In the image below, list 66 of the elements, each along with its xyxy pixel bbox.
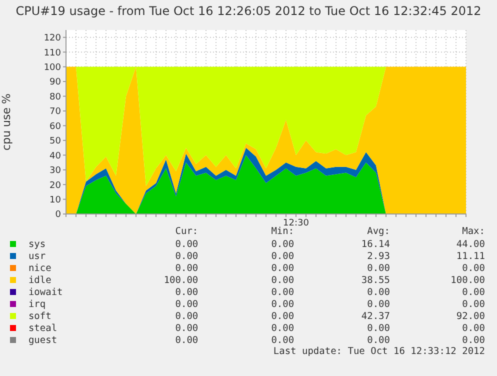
y-tick-label: 80 xyxy=(50,92,62,102)
y-tick-label: 50 xyxy=(50,136,62,147)
text: 0.00 xyxy=(270,334,294,346)
text: 0.00 xyxy=(270,250,294,262)
text: 0.00 xyxy=(366,286,390,298)
text: 0.00 xyxy=(366,262,390,274)
text: Max: xyxy=(461,226,485,238)
y-tick-label: 110 xyxy=(44,48,62,58)
text: 0.00 xyxy=(174,262,198,274)
y-tick-label: 30 xyxy=(50,166,62,176)
text: 16.14 xyxy=(360,238,390,250)
legend-label: nice xyxy=(28,262,52,274)
text: Last update: Tue Oct 16 12:33:12 2012 xyxy=(272,346,485,358)
text: 0.00 xyxy=(461,334,485,346)
text: 0.00 xyxy=(174,322,198,334)
text: 0.00 xyxy=(174,238,198,250)
legend-label: sys xyxy=(28,238,47,250)
chart-title: CPU#19 usage - from Tue Oct 16 12:26:05 2012 to Tue Oct 16 12:32:45 2012 xyxy=(14,4,482,18)
text: 0.00 xyxy=(366,334,390,346)
text: 0.00 xyxy=(461,286,485,298)
text: 0.00 xyxy=(461,322,485,334)
text: 11.11 xyxy=(455,250,485,262)
text: 0.00 xyxy=(174,250,198,262)
legend-label: usr xyxy=(28,250,47,262)
text: 38.55 xyxy=(360,274,390,286)
y-axis-title: cpu use % xyxy=(0,94,13,150)
text: 100.00 xyxy=(162,274,198,286)
text: Min: xyxy=(270,226,294,238)
text: Cur: xyxy=(174,226,198,238)
text: 0.00 xyxy=(270,286,294,298)
text: 0.00 xyxy=(461,298,485,310)
y-tick-label: 60 xyxy=(50,122,62,132)
legend-label: idle xyxy=(28,274,52,286)
y-tick-label: 40 xyxy=(50,151,62,162)
y-tick-label: 120 xyxy=(44,34,62,44)
y-tick-label: 90 xyxy=(50,78,62,88)
y-tick-label: 70 xyxy=(50,107,62,118)
text: 0.00 xyxy=(461,262,485,274)
text: 0.00 xyxy=(174,310,198,322)
text: 0.00 xyxy=(270,238,294,250)
x-tick-label: 12:30 xyxy=(283,218,310,228)
text: 0.00 xyxy=(270,274,294,286)
text: 0.00 xyxy=(270,310,294,322)
text: 0.00 xyxy=(366,322,390,334)
text: 0.00 xyxy=(270,322,294,334)
y-tick-label: 20 xyxy=(50,180,62,191)
text: Avg: xyxy=(367,226,390,237)
legend-label: soft xyxy=(28,310,52,322)
text: 0.00 xyxy=(270,298,294,310)
text: 0.00 xyxy=(366,298,390,310)
text: 0.00 xyxy=(174,286,198,298)
text: 92.00 xyxy=(455,310,485,322)
y-tick-label: 0 xyxy=(55,210,62,220)
y-tick-label: 10 xyxy=(50,195,62,206)
text: 0.00 xyxy=(174,334,198,346)
legend-label: guest xyxy=(28,334,58,346)
text: 0.00 xyxy=(270,262,294,274)
text: 42.37 xyxy=(360,310,390,322)
text: 44.00 xyxy=(455,238,485,250)
legend-label: steal xyxy=(28,322,58,334)
legend-label: iowait xyxy=(28,286,64,298)
text: 2.93 xyxy=(366,250,390,262)
y-tick-label: 100 xyxy=(44,62,62,73)
legend-label: irq xyxy=(28,298,47,310)
text: 0.00 xyxy=(174,298,198,310)
text: 100.00 xyxy=(450,274,485,286)
